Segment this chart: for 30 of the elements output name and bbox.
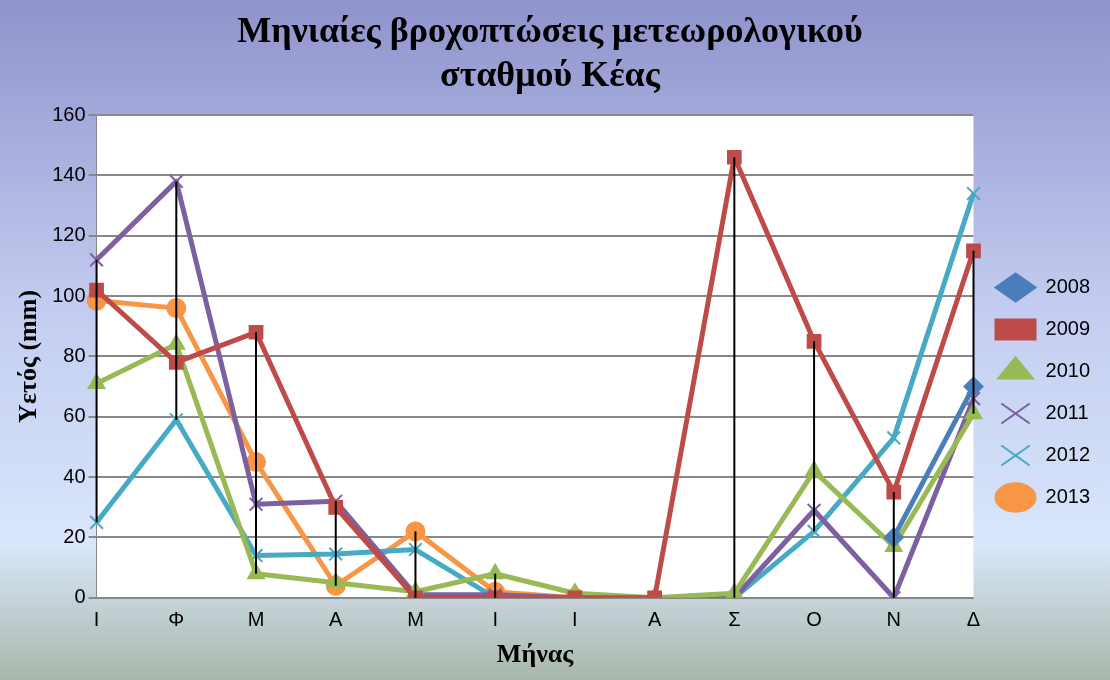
legend-label: 2013: [1045, 485, 1091, 508]
x-tick-label: Ι: [93, 608, 100, 631]
x-axis-title: Μήνας: [496, 639, 575, 669]
chart-title: Μηνιαίες βροχοπτώσεις μετεωρολογικού σταθμού Κέας: [236, 9, 864, 96]
y-tick-label: 20: [63, 524, 86, 547]
y-tick-label: 40: [63, 464, 86, 487]
x-tick-label: Μ: [247, 608, 265, 631]
x-tick-label: Α: [329, 608, 344, 631]
y-tick-label: 80: [63, 343, 86, 366]
x-tick-label: Δ: [966, 608, 981, 631]
y-tick-label: 0: [74, 585, 86, 608]
x-tick-label: Σ: [728, 608, 741, 631]
legend-label: 2008: [1045, 275, 1091, 298]
y-tick-label: 140: [52, 162, 86, 185]
y-tick-label: 160: [52, 102, 86, 125]
x-tick-label: Φ: [168, 608, 185, 631]
x-tick-label: Ν: [886, 608, 902, 631]
y-tick-label: 100: [52, 283, 86, 306]
x-tick-label: Ι: [572, 608, 578, 631]
x-tick-label: Μ: [407, 608, 424, 631]
legend-label: 2009: [1045, 317, 1091, 340]
y-axis-title: Υετός (mm): [13, 289, 43, 423]
legend-label: 2012: [1045, 443, 1091, 466]
legend-label: 2010: [1045, 359, 1091, 382]
x-tick-label: Ο: [806, 608, 822, 631]
x-tick-label: Ι: [492, 608, 498, 631]
legend-label: 2011: [1045, 401, 1089, 424]
y-tick-label: 120: [52, 223, 86, 246]
x-tick-label: Α: [647, 608, 662, 631]
y-tick-label: 60: [63, 404, 86, 427]
